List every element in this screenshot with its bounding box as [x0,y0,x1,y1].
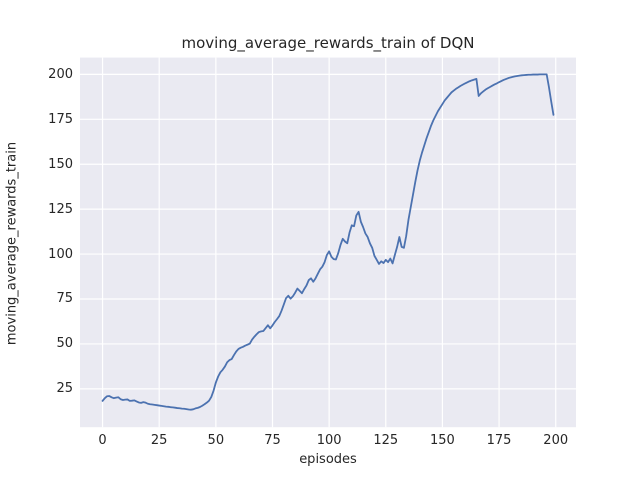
x-tick-label: 175 [486,433,512,448]
y-tick-label: 125 [48,201,73,217]
x-tick-label: 25 [150,433,168,448]
x-tick-label: 0 [98,433,107,448]
series-line [101,73,555,411]
axes-background [80,57,576,428]
x-tick-label: 200 [543,433,569,448]
y-tick-label: 50 [56,336,73,352]
y-tick-label: 25 [56,381,73,397]
x-tick-label: 125 [373,433,399,448]
x-tick-label: 150 [430,433,455,448]
x-axis-label: episodes [299,452,357,467]
y-tick-label: 175 [48,111,73,127]
x-tick-label: 50 [207,433,225,448]
y-tick-label: 200 [48,66,73,82]
chart-title: moving_average_rewards_train of DQN [181,34,475,52]
y-axis-label: moving_average_rewards_train [4,141,20,346]
y-tick-label: 75 [56,291,73,307]
y-tick-label: 100 [48,246,73,262]
x-tick-label: 75 [264,433,281,448]
x-tick-label: 100 [316,433,342,448]
y-tick-label: 150 [48,156,73,172]
